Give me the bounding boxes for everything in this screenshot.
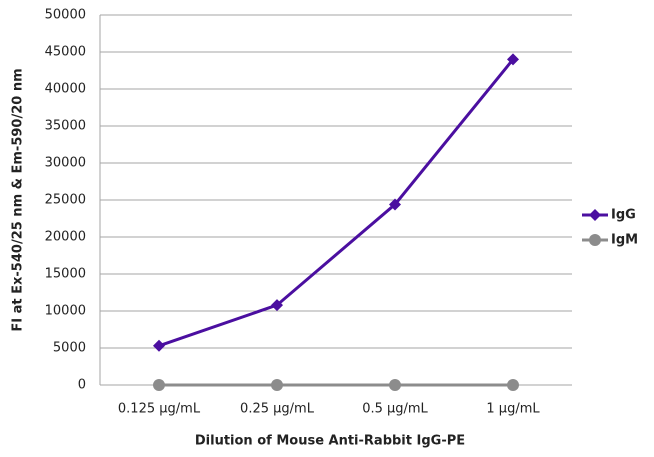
x-tick-label: 0.25 µg/mL: [240, 402, 315, 417]
y-tick-label: 15000: [45, 267, 86, 282]
y-axis-title: FI at Ex-540/25 nm & Em-590/20 nm: [11, 68, 26, 331]
data-point: [389, 198, 401, 211]
data-point: [153, 379, 165, 391]
data-point: [507, 379, 519, 391]
y-tick-label: 0: [78, 378, 86, 393]
y-tick-label: 40000: [45, 82, 86, 97]
data-point: [153, 339, 165, 352]
y-tick-label: 35000: [45, 119, 86, 134]
legend-marker: [589, 234, 601, 246]
y-tick-label: 45000: [45, 45, 86, 60]
y-tick-label: 10000: [45, 304, 86, 319]
y-tick-label: 30000: [45, 156, 86, 171]
y-tick-label: 5000: [53, 341, 86, 356]
y-tick-label: 50000: [45, 8, 86, 23]
y-tick-label: 25000: [45, 193, 86, 208]
data-point: [271, 379, 283, 391]
x-tick-label: 0.5 µg/mL: [362, 402, 428, 417]
data-point: [507, 53, 519, 66]
x-tick-label: 1 µg/mL: [486, 402, 540, 417]
legend-text: IgM: [611, 233, 638, 248]
data-point: [389, 379, 401, 391]
y-tick-label: 20000: [45, 230, 86, 245]
x-tick-label: 0.125 µg/mL: [118, 402, 201, 417]
series-line: [158, 58, 515, 348]
x-axis-title: Dilution of Mouse Anti-Rabbit IgG-PE: [195, 434, 465, 449]
data-point: [271, 299, 283, 312]
legend-marker: [589, 209, 601, 221]
legend-text: IgG: [611, 208, 636, 223]
